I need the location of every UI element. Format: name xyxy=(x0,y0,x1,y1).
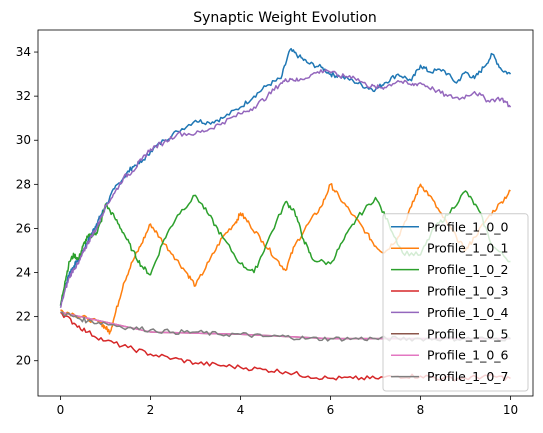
legend: Profile_1_0_0 Profile_1_0_1 Profile_1_0_2 P… xyxy=(382,213,529,392)
x-axis: 0 2 4 6 8 10 xyxy=(57,396,518,417)
y-tick-label: 34 xyxy=(16,45,31,59)
legend-label: Profile_1_0_4 xyxy=(427,305,509,320)
y-axis: 20 22 24 26 28 30 32 34 xyxy=(16,45,38,368)
x-tick-label: 6 xyxy=(327,403,335,417)
y-tick-label: 20 xyxy=(16,354,31,368)
chart-title: Synaptic Weight Evolution xyxy=(193,10,377,26)
x-tick-label: 10 xyxy=(503,403,518,417)
legend-label: Profile_1_0_0 xyxy=(427,219,509,234)
y-tick-label: 24 xyxy=(16,266,31,280)
series-line-Profile_1_0_4 xyxy=(59,68,512,309)
x-tick-label: 2 xyxy=(147,403,155,417)
legend-label: Profile_1_0_5 xyxy=(427,326,508,341)
y-tick-label: 30 xyxy=(16,133,31,147)
y-tick-label: 32 xyxy=(16,89,31,103)
legend-label: Profile_1_0_1 xyxy=(427,241,508,256)
legend-label: Profile_1_0_7 xyxy=(427,369,508,384)
x-tick-label: 4 xyxy=(237,403,245,417)
y-tick-label: 22 xyxy=(16,310,31,324)
legend-label: Profile_1_0_3 xyxy=(427,284,508,299)
y-tick-label: 28 xyxy=(16,177,31,191)
x-tick-label: 8 xyxy=(417,403,425,417)
series-line-Profile_1_0_1 xyxy=(60,183,511,335)
x-tick-label: 0 xyxy=(57,403,65,417)
legend-label: Profile_1_0_2 xyxy=(427,262,508,277)
legend-box xyxy=(382,213,529,392)
series-line-Profile_1_0_0 xyxy=(59,47,512,306)
legend-label: Profile_1_0_6 xyxy=(427,348,509,363)
y-tick-label: 26 xyxy=(16,221,31,235)
